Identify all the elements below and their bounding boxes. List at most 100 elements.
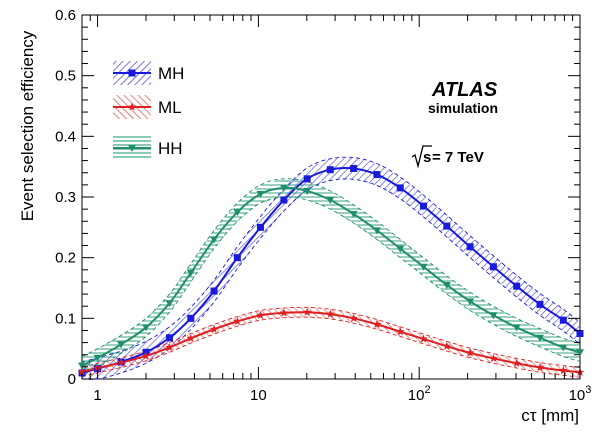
ml-data-point — [326, 309, 335, 318]
y-tick-label: 0.6 — [55, 7, 76, 24]
x-tick-exponent: 3 — [585, 384, 591, 396]
series-markers — [77, 164, 585, 377]
y-tick-label: 0.2 — [55, 250, 76, 267]
hh-data-point — [442, 281, 451, 289]
ml-data-point — [77, 367, 87, 376]
mh-data-point — [576, 330, 584, 337]
hh-data-point — [372, 227, 381, 235]
ml-data-point — [535, 362, 545, 372]
mh-data-point — [350, 164, 358, 172]
hh-data-point — [535, 334, 544, 342]
mh-data-point — [256, 223, 264, 231]
ml-data-point — [512, 358, 521, 367]
hh-data-point — [117, 341, 126, 349]
sqrt-symbol — [411, 145, 432, 169]
legend-entry-hh: HH — [113, 136, 183, 160]
mh-data-point — [536, 300, 544, 308]
legend-label-ml: ML — [158, 98, 182, 117]
hh-data-point — [165, 300, 174, 308]
hh-data-point — [326, 197, 335, 205]
x-tick-exponent: 2 — [424, 384, 430, 396]
legend: MH ML HH — [113, 61, 184, 160]
hh-data-point — [303, 187, 312, 195]
hh-data-point — [466, 298, 475, 306]
hh-data-point — [576, 349, 584, 357]
ml-data-point — [116, 358, 126, 367]
energy-label: s = 7 TeV — [411, 145, 484, 169]
y-axis-title: Event selection efficiency — [18, 30, 37, 221]
mh-data-point — [210, 287, 218, 295]
legend-marker-ml — [127, 102, 137, 111]
y-tick-label: 0 — [68, 371, 76, 388]
mh-data-point — [165, 334, 173, 342]
hh-data-point — [349, 210, 358, 218]
mh-data-point — [443, 222, 451, 230]
hh-data-point — [279, 184, 288, 192]
ml-data-point — [209, 324, 219, 333]
ml-data-point — [186, 333, 196, 342]
legend-entry-ml: ML — [113, 95, 182, 119]
hh-band-upper-edge — [81, 178, 581, 357]
legend-label-mh: MH — [158, 64, 184, 83]
hh-data-point — [233, 209, 242, 217]
hh-data-point — [256, 190, 265, 198]
hh-data-point — [141, 324, 150, 332]
ml-data-point — [233, 316, 242, 326]
mh-band-upper-edge — [81, 156, 581, 363]
energy-label-value: = 7 TeV — [432, 149, 484, 166]
mh-data-point — [303, 175, 311, 183]
mh-data-point — [489, 263, 497, 271]
ml-data-point — [165, 342, 174, 352]
ml-data-point — [559, 366, 568, 375]
ml-data-point — [256, 310, 265, 319]
legend-marker-mh — [128, 69, 136, 77]
energy-label-s: s — [423, 149, 431, 166]
ml-data-point — [489, 353, 498, 363]
ml-data-point — [302, 307, 312, 316]
hh-data-point — [186, 269, 195, 277]
legend-marker-hh — [128, 145, 136, 152]
legend-label-hh: HH — [158, 139, 183, 158]
ml-data-point — [349, 313, 358, 322]
mh-data-point — [559, 316, 567, 324]
ml-data-point — [141, 351, 151, 360]
mh-data-point — [513, 282, 521, 290]
ml-data-point — [465, 348, 475, 357]
hh-data-point — [210, 236, 219, 244]
x-tick-label: 1 — [93, 387, 101, 404]
mh-data-point — [396, 184, 404, 192]
mh-data-point — [233, 254, 241, 262]
hh-band-lower-edge — [81, 196, 581, 376]
hh-data-point — [396, 245, 405, 253]
hh-data-point — [93, 354, 102, 362]
ml-data-point — [419, 334, 428, 343]
hh-data-point — [559, 344, 568, 352]
y-tick-label: 0.3 — [55, 189, 76, 206]
mh-data-point — [466, 243, 474, 251]
y-axis-ticks: 0 0.1 0.2 0.3 0.4 0.5 0.6 — [55, 7, 580, 388]
mh-data-point — [187, 314, 195, 322]
x-tick-label: 102 — [408, 384, 431, 404]
ml-data-point — [442, 341, 452, 350]
legend-entry-mh: MH — [113, 61, 184, 85]
mh-data-point — [280, 196, 288, 204]
mh-data-point — [373, 171, 381, 179]
y-tick-label: 0.1 — [55, 310, 76, 327]
atlas-logo: ATLAS — [431, 79, 498, 101]
y-tick-label: 0.5 — [55, 68, 76, 85]
simulation-label: simulation — [428, 100, 498, 116]
x-tick-label: 10 — [250, 387, 267, 404]
ml-data-point — [279, 308, 289, 317]
y-tick-label: 0.4 — [55, 128, 76, 145]
hh-data-point — [419, 263, 428, 271]
hh-data-point — [78, 362, 86, 370]
ml-data-point — [395, 327, 405, 336]
hh-data-point — [489, 312, 498, 320]
mh-data-point — [420, 202, 428, 210]
mh-data-point — [326, 166, 334, 174]
hh-data-point — [512, 324, 521, 332]
ml-data-point — [372, 319, 382, 329]
x-axis-title: cτ [mm] — [521, 406, 579, 425]
x-tick-label: 103 — [569, 384, 592, 404]
